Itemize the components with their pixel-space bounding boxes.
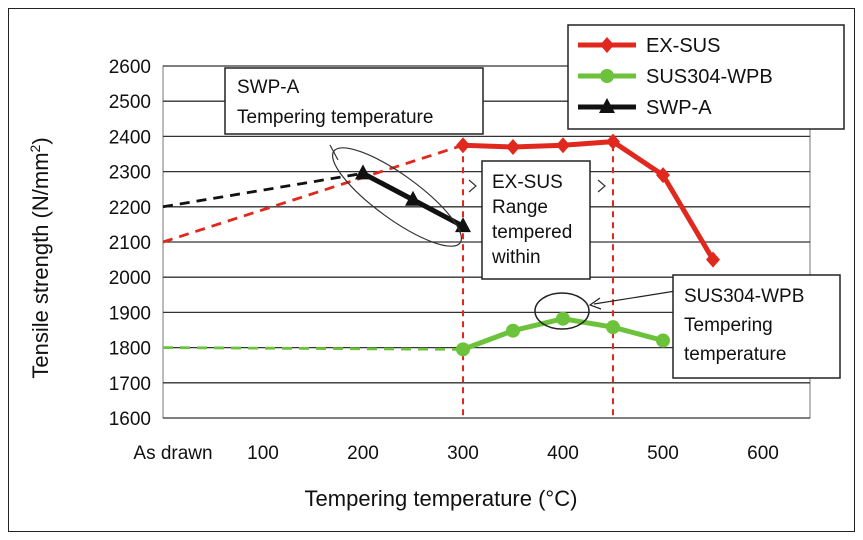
y-tick-label: 1900 (109, 303, 151, 324)
y-tick-label: 2400 (109, 127, 151, 148)
y-tick-label: 2600 (109, 57, 151, 78)
data-point-diamond (600, 37, 614, 53)
y-tick-label: 2200 (109, 198, 151, 219)
swpa-arrow (329, 144, 339, 161)
x-tick-label: As drawn (133, 443, 212, 464)
x-tick-label: 600 (747, 443, 779, 464)
range-arrow-left (468, 179, 477, 193)
x-tick-label: 400 (547, 443, 579, 464)
data-point-circle (556, 311, 570, 326)
sus304-arrow-head (588, 297, 602, 310)
legend-label: SUS304-WPB (646, 66, 773, 88)
y-axis-label-tail: ) (28, 137, 53, 144)
data-point-circle (456, 342, 470, 357)
legend: EX-SUS SUS304-WPB SWP-A (567, 24, 845, 130)
data-point-circle (600, 69, 614, 83)
sus304-box-line: Tempering (684, 315, 773, 336)
data-point-triangle (599, 98, 615, 113)
sus304-box-line: SUS304-WPB (684, 286, 804, 307)
swpa-box-line: Tempering temperature (237, 107, 433, 128)
y-axis-label-superscript: 2 (27, 144, 43, 152)
x-tick-label: 100 (247, 443, 279, 464)
data-point-circle (506, 323, 520, 338)
y-tick-label: 2000 (109, 268, 151, 289)
x-axis-label: Tempering temperature (°C) (305, 486, 578, 511)
data-point-diamond (556, 137, 570, 154)
y-tick-label: 2500 (109, 92, 151, 113)
y-axis-label-main: Tensile strength (N/mm (28, 152, 53, 378)
swpa-box-line: SWP-A (237, 77, 300, 98)
data-point-diamond (656, 167, 670, 184)
x-tick-label: 300 (447, 443, 479, 464)
y-tick-label: 2300 (109, 163, 151, 184)
x-tick-label: 200 (347, 443, 379, 464)
data-point-diamond (506, 138, 520, 155)
data-point-diamond (606, 133, 620, 150)
legend-label: EX-SUS (646, 35, 720, 57)
legend-label: SWP-A (646, 97, 712, 119)
y-tick-label: 1700 (109, 374, 151, 395)
exsus-range-box-line: tempered (492, 222, 572, 243)
exsus-range-box-line: within (491, 247, 541, 268)
data-point-diamond (456, 137, 470, 154)
y-tick-label: 1800 (109, 339, 151, 360)
series-line (462, 139, 716, 261)
annotation-layer: SWP-A Tempering temperature EX-SUS Range tem… (224, 67, 841, 379)
data-point-triangle (355, 164, 371, 180)
series-layer (162, 133, 720, 357)
x-tick-label: 500 (647, 443, 679, 464)
exsus-range-box-line: Range (492, 197, 548, 218)
data-point-circle (656, 333, 670, 348)
data-point-triangle (405, 190, 421, 206)
exsus-range-box-line: EX-SUS (492, 172, 563, 193)
exsus-range-box (481, 160, 591, 280)
y-tick-label: 1600 (109, 409, 151, 430)
y-axis-label: Tensile strength (N/mm2) (27, 137, 53, 378)
swpa-box (224, 67, 484, 135)
sus304-box-line: temperature (684, 344, 786, 365)
y-tick-label: 2100 (109, 233, 151, 254)
as-drawn-dashed-line (162, 143, 464, 244)
data-point-circle (606, 320, 620, 335)
sus304-ellipse (534, 292, 590, 330)
data-point-diamond (706, 251, 720, 268)
sus304-box (672, 274, 841, 379)
range-arrow-right (597, 179, 606, 193)
